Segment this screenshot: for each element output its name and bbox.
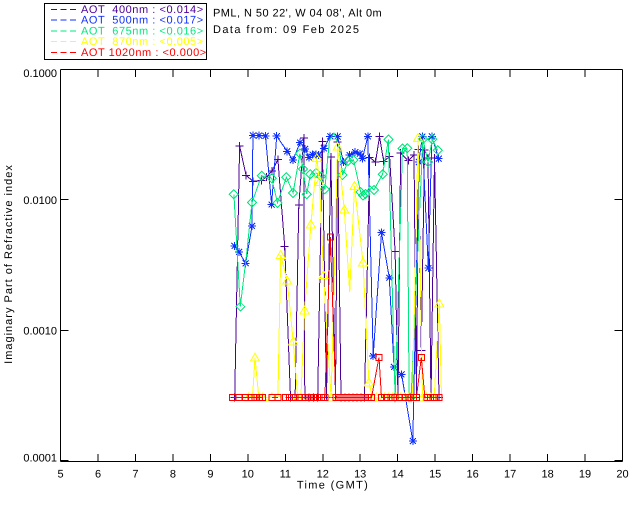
svg-text:AOT 675nm : <0.016>: AOT 675nm : <0.016> xyxy=(81,25,204,37)
svg-text:AOT 400nm : <0.014>: AOT 400nm : <0.014> xyxy=(81,4,204,16)
svg-text:PML, N 50 22', W 04 08', Alt 0: PML, N 50 22', W 04 08', Alt 0m xyxy=(213,8,382,20)
svg-text:12: 12 xyxy=(317,469,329,481)
svg-text:16: 16 xyxy=(466,469,478,481)
svg-text:Imaginary Part of Refractive i: Imaginary Part of Refractive index xyxy=(3,164,15,364)
svg-text:0.1000: 0.1000 xyxy=(23,68,57,80)
svg-text:17: 17 xyxy=(504,469,516,481)
svg-text:0.0010: 0.0010 xyxy=(23,325,57,337)
svg-text:11: 11 xyxy=(280,469,291,481)
svg-text:15: 15 xyxy=(429,469,441,481)
svg-text:Data from: 09 Feb 2025: Data from: 09 Feb 2025 xyxy=(213,24,360,36)
svg-text:AOT 870nm : <0.005>: AOT 870nm : <0.005> xyxy=(81,36,204,48)
svg-text:14: 14 xyxy=(392,469,404,481)
svg-text:0.0100: 0.0100 xyxy=(23,195,57,207)
svg-text:7: 7 xyxy=(132,469,138,481)
svg-text:Time (GMT): Time (GMT) xyxy=(297,480,369,492)
svg-text:AOT 500nm : <0.017>: AOT 500nm : <0.017> xyxy=(81,15,204,27)
svg-text:0.0001: 0.0001 xyxy=(23,453,57,465)
svg-text:AOT 1020nm : <0.000>: AOT 1020nm : <0.000> xyxy=(81,47,207,59)
svg-text:6: 6 xyxy=(95,469,101,481)
svg-text:18: 18 xyxy=(541,469,553,481)
svg-text:20: 20 xyxy=(616,469,628,481)
svg-text:13: 13 xyxy=(354,469,366,481)
svg-text:5: 5 xyxy=(57,469,63,481)
svg-text:19: 19 xyxy=(579,469,591,481)
svg-text:9: 9 xyxy=(207,469,213,481)
svg-text:8: 8 xyxy=(170,469,176,481)
svg-text:10: 10 xyxy=(242,469,254,481)
